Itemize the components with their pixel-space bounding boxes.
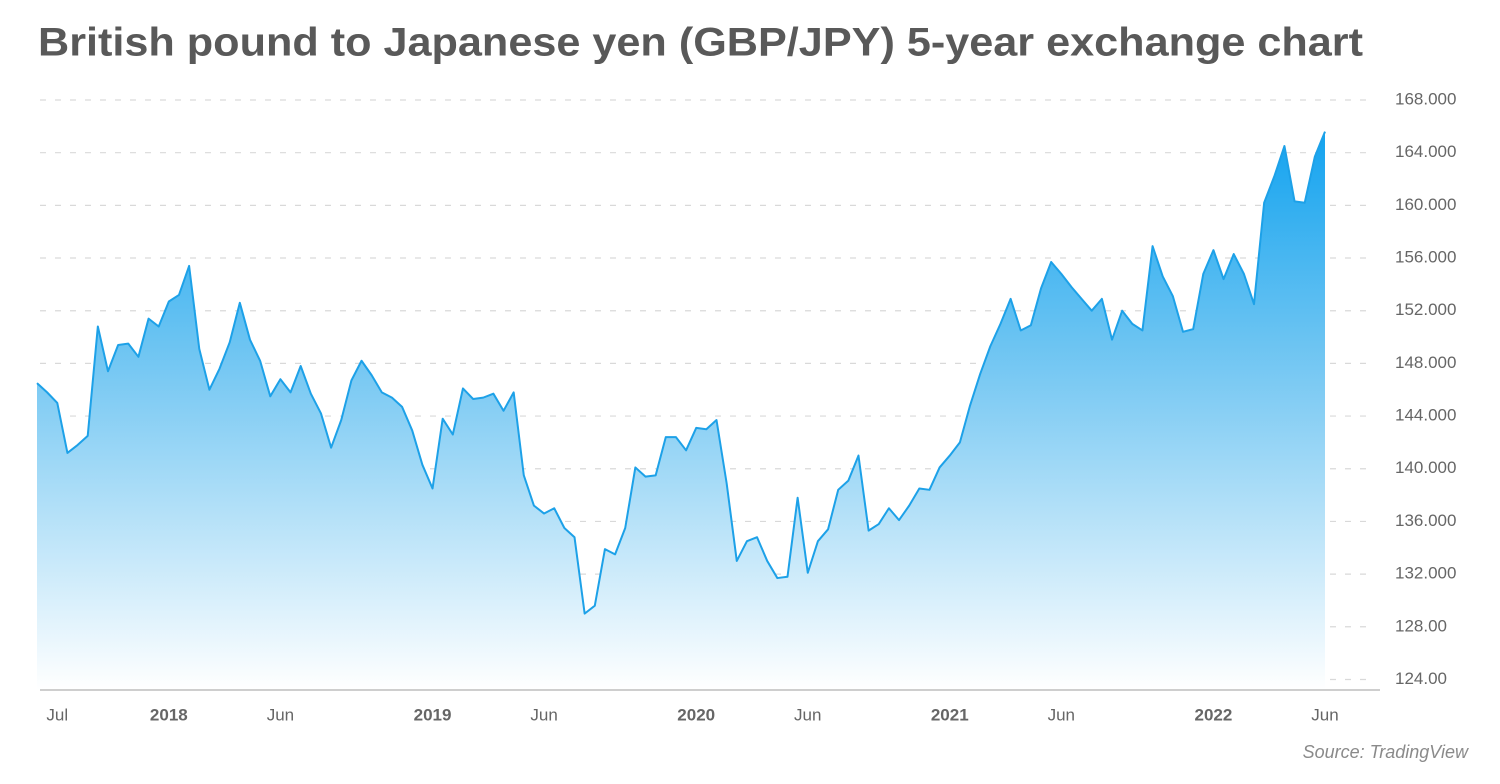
chart-title: British pound to Japanese yen (GBP/JPY) … (38, 21, 1363, 65)
plot-area: 124.00 128.00 132.000 136.000 140.000 144.000… (36, 89, 1456, 724)
x-tick-label: 2019 (414, 705, 452, 724)
y-tick-label: 132.000 (1395, 564, 1456, 583)
x-tick-label: Jun (530, 705, 557, 724)
area-fill (37, 131, 1325, 691)
y-tick-label: 164.000 (1395, 142, 1456, 161)
y-tick-label: 168.000 (1395, 89, 1456, 108)
y-tick-label: 128.00 (1395, 616, 1447, 635)
y-tick-label: 152.000 (1395, 300, 1456, 319)
x-tick-label: Jun (794, 705, 821, 724)
y-tick-label: 148.000 (1395, 353, 1456, 372)
y-tick-label: 136.000 (1395, 511, 1456, 530)
x-tick-label: 2020 (677, 705, 715, 724)
y-tick-label: 144.000 (1395, 406, 1456, 425)
y-tick-label: 156.000 (1395, 248, 1456, 267)
line (36, 131, 1326, 615)
y-tick-label: 160.000 (1395, 195, 1456, 214)
x-tick-label: Jul (46, 705, 68, 724)
y-tick-label: 140.000 (1395, 458, 1456, 477)
x-tick-label: 2018 (150, 705, 188, 724)
x-tick-label: 2021 (931, 705, 969, 724)
x-tick-label: Jun (1048, 705, 1075, 724)
x-tick-label: Jun (1311, 705, 1338, 724)
x-tick-label: Jun (267, 705, 294, 724)
x-tick-label: 2022 (1195, 705, 1233, 724)
source-note: Source: TradingView (1303, 742, 1469, 762)
y-tick-label: 124.00 (1395, 669, 1447, 688)
